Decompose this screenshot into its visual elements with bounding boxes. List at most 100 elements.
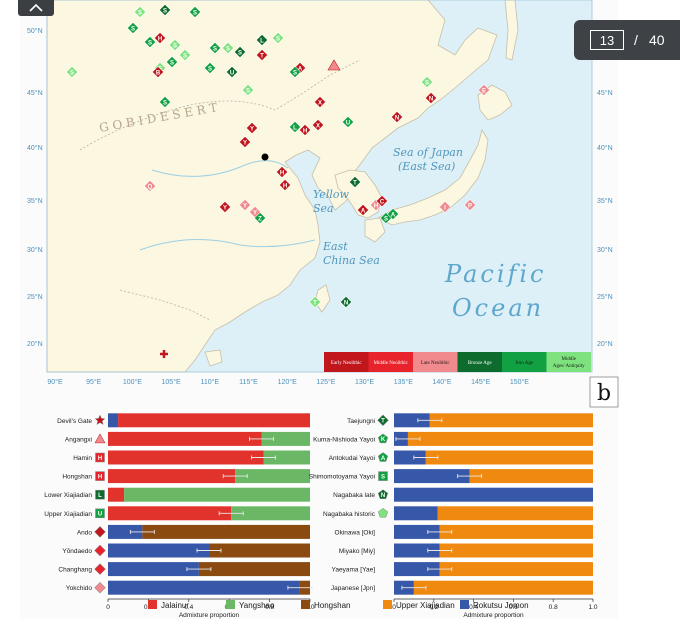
bar-segment <box>425 450 593 465</box>
site-marker-letter: H <box>374 204 378 210</box>
land-sakhalin <box>504 0 519 61</box>
site-marker-letter: T <box>313 301 317 307</box>
bar-segment <box>437 506 593 521</box>
site-marker <box>151 65 165 79</box>
site-marker-letter: S <box>148 41 152 47</box>
row-label: Yaeyama [Yae] <box>332 567 376 574</box>
x-tick-label: 0 <box>106 604 110 611</box>
site-marker-letter: S <box>173 44 177 50</box>
row-symbol-letter: L <box>98 493 102 499</box>
site-marker-letter: P <box>468 204 472 210</box>
bar-segment <box>407 431 593 446</box>
lon-label: 105°E <box>162 378 181 386</box>
lon-label: 120°E <box>278 378 297 386</box>
chevron-up-icon <box>29 3 43 12</box>
lat-label-right: 35°N <box>597 197 613 205</box>
site-marker-letter: S <box>163 9 167 15</box>
bar-segment <box>108 506 232 521</box>
site-marker-letter: S <box>163 101 167 107</box>
site-marker <box>158 95 172 109</box>
site-marker <box>341 115 355 129</box>
site-marker <box>133 5 147 19</box>
site-markers: SSSSHSSSSSSSSLSTUSASBSXXULHYYHHYYYZTAHCS… <box>65 3 491 358</box>
legend-swatch <box>460 600 469 609</box>
site-marker <box>238 198 252 212</box>
site-marker <box>241 83 255 97</box>
row-symbol-letter: N <box>381 493 385 499</box>
yellow-sea-label-1: Yellow <box>313 188 349 201</box>
bar-segment <box>394 506 438 521</box>
site-marker-letter: Y <box>253 211 257 217</box>
bar-segment <box>118 413 310 428</box>
site-marker <box>178 48 192 62</box>
bar-segment <box>413 580 593 595</box>
site-marker <box>203 61 217 75</box>
row-label: Kuma-Nishioda Yayoi <box>313 436 375 443</box>
bar-segment <box>394 469 470 484</box>
row-symbol <box>378 471 388 481</box>
legend-label: Jalainur <box>161 601 189 610</box>
x-tick-label: 0.6 <box>509 604 518 611</box>
site-marker-letter: S <box>293 71 297 77</box>
site-marker-letter: H <box>283 184 287 190</box>
site-marker <box>255 33 269 47</box>
row-label: Changhang <box>58 567 92 574</box>
site-marker <box>126 21 140 35</box>
row-label: Devil's Gate <box>57 418 92 425</box>
row-symbol <box>94 563 106 575</box>
row-symbol-letter: T <box>381 419 385 425</box>
bar-segment <box>108 469 236 484</box>
site-marker-letter: S <box>193 11 197 17</box>
site-marker-letter: S <box>131 27 135 33</box>
row-label: Ando <box>77 529 93 536</box>
row-symbol-letter: H <box>98 474 102 480</box>
panel-label-b: b <box>597 381 611 406</box>
site-marker-letter: Q <box>148 185 153 191</box>
row-label: Miyako [Miy] <box>339 548 375 555</box>
row-symbol-letter: S <box>381 474 385 480</box>
map-legend-swatch <box>457 352 502 372</box>
map-frame <box>46 0 593 373</box>
lon-label: 135°E <box>394 378 413 386</box>
site-marker <box>390 110 404 124</box>
land-korea <box>334 169 383 219</box>
ocean-label-1: Pacific <box>444 260 547 288</box>
site-marker-letter: S <box>425 81 429 87</box>
site-marker-letter: E <box>482 89 486 95</box>
row-label: Yŏndaedo <box>62 548 92 555</box>
collapse-button[interactable] <box>18 0 54 16</box>
site-marker-letter: Y <box>243 204 247 210</box>
site-marker <box>356 203 370 217</box>
page-counter: / 40 <box>574 20 680 60</box>
site-marker-letter: T <box>353 181 357 187</box>
site-marker <box>255 48 269 62</box>
site-marker <box>253 211 267 225</box>
bar-segment <box>394 413 430 428</box>
lat-label-left: 50°N <box>27 27 43 35</box>
lat-label-right: 30°N <box>597 246 613 254</box>
lon-label: 115°E <box>239 378 258 386</box>
sea-japan-label-2: (East Sea) <box>398 160 455 173</box>
site-marker-letter: N <box>429 97 433 103</box>
row-symbol <box>377 414 389 427</box>
site-marker-letter: S <box>226 47 230 53</box>
bar-segment <box>209 543 310 558</box>
page-total: 40 <box>649 32 665 48</box>
site-marker <box>438 200 452 214</box>
site-marker <box>225 65 239 79</box>
bar-segment <box>124 487 310 502</box>
site-marker-letter: T <box>260 54 264 60</box>
row-symbol <box>377 507 389 518</box>
page-number-input[interactable] <box>590 30 624 50</box>
row-symbol <box>94 526 106 538</box>
land-hainan <box>204 349 223 367</box>
bar-segment <box>394 487 593 502</box>
site-marker-letter: X <box>318 101 322 107</box>
longitude-labels: 90°E 95°E 100°E 105°E 110°E 115°E 120°E 125°E 13… <box>47 378 529 386</box>
bar-segment <box>263 450 310 465</box>
site-marker-letter: H <box>158 37 162 43</box>
row-label: Lower Xiajiadian <box>44 492 92 499</box>
row-symbol <box>95 471 105 481</box>
bar-segment <box>429 413 593 428</box>
ocean-label-2: Ocean <box>452 294 544 322</box>
